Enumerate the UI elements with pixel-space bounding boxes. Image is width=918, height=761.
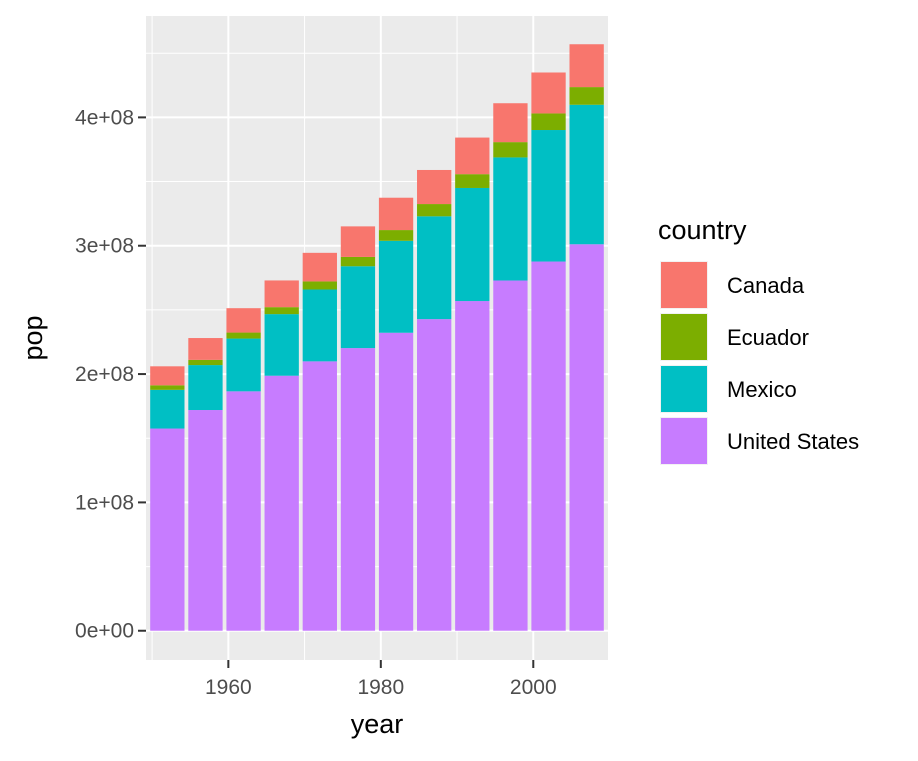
legend-swatch xyxy=(661,262,707,308)
bar-segment xyxy=(226,338,261,392)
bar-segment xyxy=(569,104,604,245)
bar-segment xyxy=(302,289,337,362)
bar-segment xyxy=(493,103,528,143)
bar-segment xyxy=(378,230,414,241)
bar-segment xyxy=(417,319,452,631)
legend-swatch xyxy=(661,366,707,412)
bar-segment xyxy=(226,391,261,631)
bars xyxy=(150,44,604,631)
y-axis-title: pop xyxy=(18,315,48,360)
bar-segment xyxy=(378,332,414,631)
bar-segment xyxy=(340,226,376,257)
bar-segment xyxy=(226,332,261,339)
x-tick-label: 2000 xyxy=(510,676,557,699)
y-tick-label: 3e+08 xyxy=(75,235,134,258)
bar-segment xyxy=(264,314,299,376)
bar-segment xyxy=(150,366,185,386)
bar-segment xyxy=(150,428,185,631)
bar-segment xyxy=(264,307,299,315)
bar-segment xyxy=(569,244,604,631)
legend-label: United States xyxy=(727,429,859,454)
bar-segment xyxy=(188,410,223,631)
panel-background xyxy=(146,16,608,660)
y-tick-label: 1e+08 xyxy=(75,491,134,514)
bar-segment xyxy=(455,174,490,188)
y-tick-label: 0e+00 xyxy=(75,620,134,643)
bar-segment xyxy=(340,256,376,267)
x-tick-label: 1960 xyxy=(205,676,252,699)
y-axis: 0e+00 1e+08 2e+08 3e+08 4e+08 xyxy=(75,106,146,643)
bar-segment xyxy=(569,44,604,88)
bar-segment xyxy=(455,187,490,302)
bar-segment xyxy=(531,113,566,131)
legend-label: Ecuador xyxy=(727,325,809,350)
x-axis: 1960 1980 2000 xyxy=(205,660,557,699)
bar-segment xyxy=(378,240,414,333)
legend-swatch xyxy=(661,314,707,360)
bar-segment xyxy=(455,137,490,175)
bar-segment xyxy=(531,130,566,262)
bar-segment xyxy=(150,385,185,390)
legend-title: country xyxy=(658,215,747,245)
x-tick-label: 1980 xyxy=(357,676,404,699)
bar-segment xyxy=(340,348,376,631)
legend: country Canada Ecuador Mexico United States xyxy=(658,215,859,465)
bar-segment xyxy=(569,87,604,105)
bar-segment xyxy=(417,216,452,320)
bar-segment xyxy=(531,72,566,114)
y-tick-label: 4e+08 xyxy=(75,106,134,129)
bar-segment xyxy=(417,169,452,205)
bar-segment xyxy=(340,266,376,349)
legend-label: Mexico xyxy=(727,377,797,402)
bar-segment xyxy=(302,281,337,290)
bar-segment xyxy=(531,261,566,631)
bar-segment xyxy=(378,197,414,231)
y-tick-label: 2e+08 xyxy=(75,363,134,386)
bar-segment xyxy=(264,280,299,308)
x-axis-title: year xyxy=(351,709,404,739)
bar-segment xyxy=(455,301,490,631)
bar-segment xyxy=(302,361,337,631)
bar-segment xyxy=(226,308,261,333)
bar-segment xyxy=(188,359,223,366)
bar-segment xyxy=(264,375,299,631)
bar-segment xyxy=(150,389,185,429)
bar-segment xyxy=(493,157,528,281)
legend-label: Canada xyxy=(727,273,805,298)
legend-swatch xyxy=(661,418,707,464)
bar-segment xyxy=(302,252,337,282)
bar-segment xyxy=(493,142,528,158)
bar-segment xyxy=(417,204,452,217)
bar-segment xyxy=(188,365,223,411)
bar-segment xyxy=(493,280,528,631)
bar-segment xyxy=(188,338,223,360)
